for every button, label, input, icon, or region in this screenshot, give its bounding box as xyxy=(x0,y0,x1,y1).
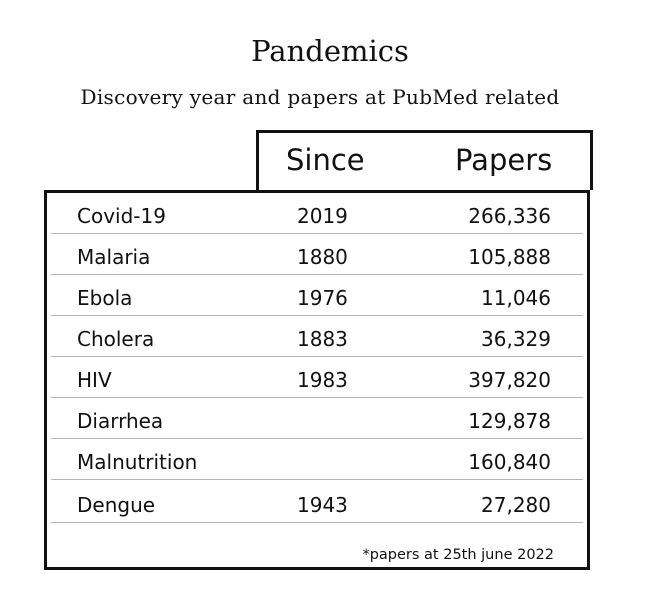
row-since: 2019 xyxy=(297,204,348,228)
row-papers: 105,888 xyxy=(468,245,551,269)
row-papers: 27,280 xyxy=(481,493,551,517)
row-name: Covid-19 xyxy=(77,204,166,228)
row-papers: 397,820 xyxy=(468,368,551,392)
row-papers: 160,840 xyxy=(468,450,551,474)
row-since: 1943 xyxy=(297,493,348,517)
table-row: Dengue 1943 27,280 xyxy=(51,480,583,523)
table-row: Malnutrition 160,840 xyxy=(51,439,583,480)
row-name: Diarrhea xyxy=(77,409,164,433)
table-header: Since Papers xyxy=(256,130,593,190)
chart-title: Pandemics xyxy=(251,34,409,68)
row-since: 1883 xyxy=(297,327,348,351)
table-row: Malaria 1880 105,888 xyxy=(51,234,583,275)
table-row: Cholera 1883 36,329 xyxy=(51,316,583,357)
row-papers: 11,046 xyxy=(481,286,551,310)
row-name: Cholera xyxy=(77,327,155,351)
table-footnote: *papers at 25th june 2022 xyxy=(362,547,554,563)
row-papers: 129,878 xyxy=(468,409,551,433)
data-table: Covid-19 2019 266,336 Malaria 1880 105,8… xyxy=(44,190,590,570)
table-row: Ebola 1976 11,046 xyxy=(51,275,583,316)
row-papers: 36,329 xyxy=(481,327,551,351)
row-name: Malaria xyxy=(77,245,151,269)
table-row: HIV 1983 397,820 xyxy=(51,357,583,398)
row-name: Ebola xyxy=(77,286,133,310)
row-since: 1880 xyxy=(297,245,348,269)
row-name: Dengue xyxy=(77,493,156,517)
row-name: Malnutrition xyxy=(77,450,198,474)
table-row: Diarrhea 129,878 xyxy=(51,398,583,439)
row-since: 1983 xyxy=(297,368,348,392)
table-row: Covid-19 2019 266,336 xyxy=(51,193,583,234)
row-papers: 266,336 xyxy=(468,204,551,228)
column-header-papers: Papers xyxy=(455,143,553,177)
row-name: HIV xyxy=(77,368,112,392)
chart-subtitle: Discovery year and papers at PubMed rela… xyxy=(80,85,560,109)
column-header-since: Since xyxy=(286,143,365,177)
row-since: 1976 xyxy=(297,286,348,310)
